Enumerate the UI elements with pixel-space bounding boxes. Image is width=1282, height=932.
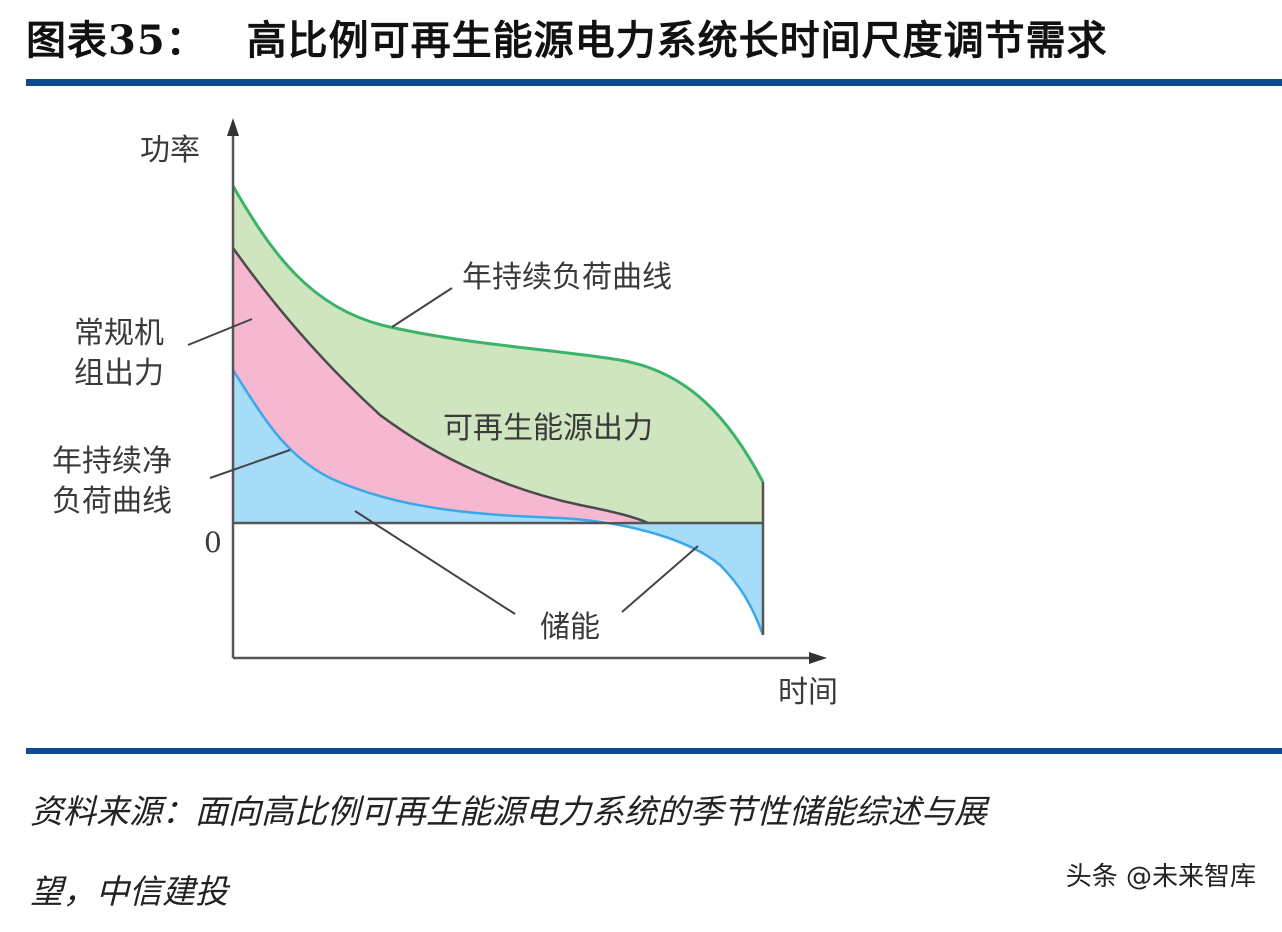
x-axis-label: 时间 <box>778 675 838 710</box>
conventional-output-label-2: 组出力 <box>74 356 164 391</box>
figure-title: 图表35： 高比例可再生能源电力系统长时间尺度调节需求 <box>26 10 1108 72</box>
net-load-curve-label-1: 年持续净 <box>52 444 172 479</box>
conventional-output-label-1: 常规机 <box>74 316 164 351</box>
source-note: 资料来源：面向高比例可再生能源电力系统的季节性储能综述与展 望，中信建投 <box>30 772 1270 932</box>
watermark: 头条 @未来智库 <box>1065 862 1256 892</box>
figure-title-text: 高比例可再生能源电力系统长时间尺度调节需求 <box>246 18 1108 64</box>
source-line-1: 资料来源：面向高比例可再生能源电力系统的季节性储能综述与展 <box>30 792 987 831</box>
leader-storage-left <box>354 510 516 615</box>
leader-conventional <box>187 318 253 346</box>
annual-load-curve <box>231 185 765 483</box>
leader-storage-right <box>621 545 699 613</box>
renewable-output-label: 可再生能源出力 <box>443 411 653 446</box>
net-load-curve-label-2: 负荷曲线 <box>52 484 172 519</box>
annual-load-curve-label: 年持续负荷曲线 <box>462 260 672 295</box>
y-axis-label: 功率 <box>140 133 200 168</box>
zero-label: 0 <box>204 526 222 559</box>
header-rule <box>26 79 1282 86</box>
source-line-2: 望，中信建投 <box>30 872 228 911</box>
duration-curve-diagram: 功率 时间 0 年持续负荷曲线 常规机 组出力 年持续净 负荷曲线 可再生能源出… <box>52 118 838 710</box>
renewable-output-area <box>233 186 763 523</box>
figure-label: 图表35： <box>26 17 207 64</box>
leader-annual-load <box>391 287 453 328</box>
conventional-output-area <box>233 248 648 523</box>
y-axis-arrow-icon <box>227 118 239 136</box>
footer-rule <box>26 748 1282 754</box>
leader-net-load <box>209 449 291 479</box>
x-axis-arrow-icon <box>809 652 827 664</box>
storage-label: 储能 <box>540 610 600 645</box>
storage-area <box>233 370 763 635</box>
conventional-boundary <box>231 247 649 525</box>
net-load-curve <box>231 369 765 636</box>
